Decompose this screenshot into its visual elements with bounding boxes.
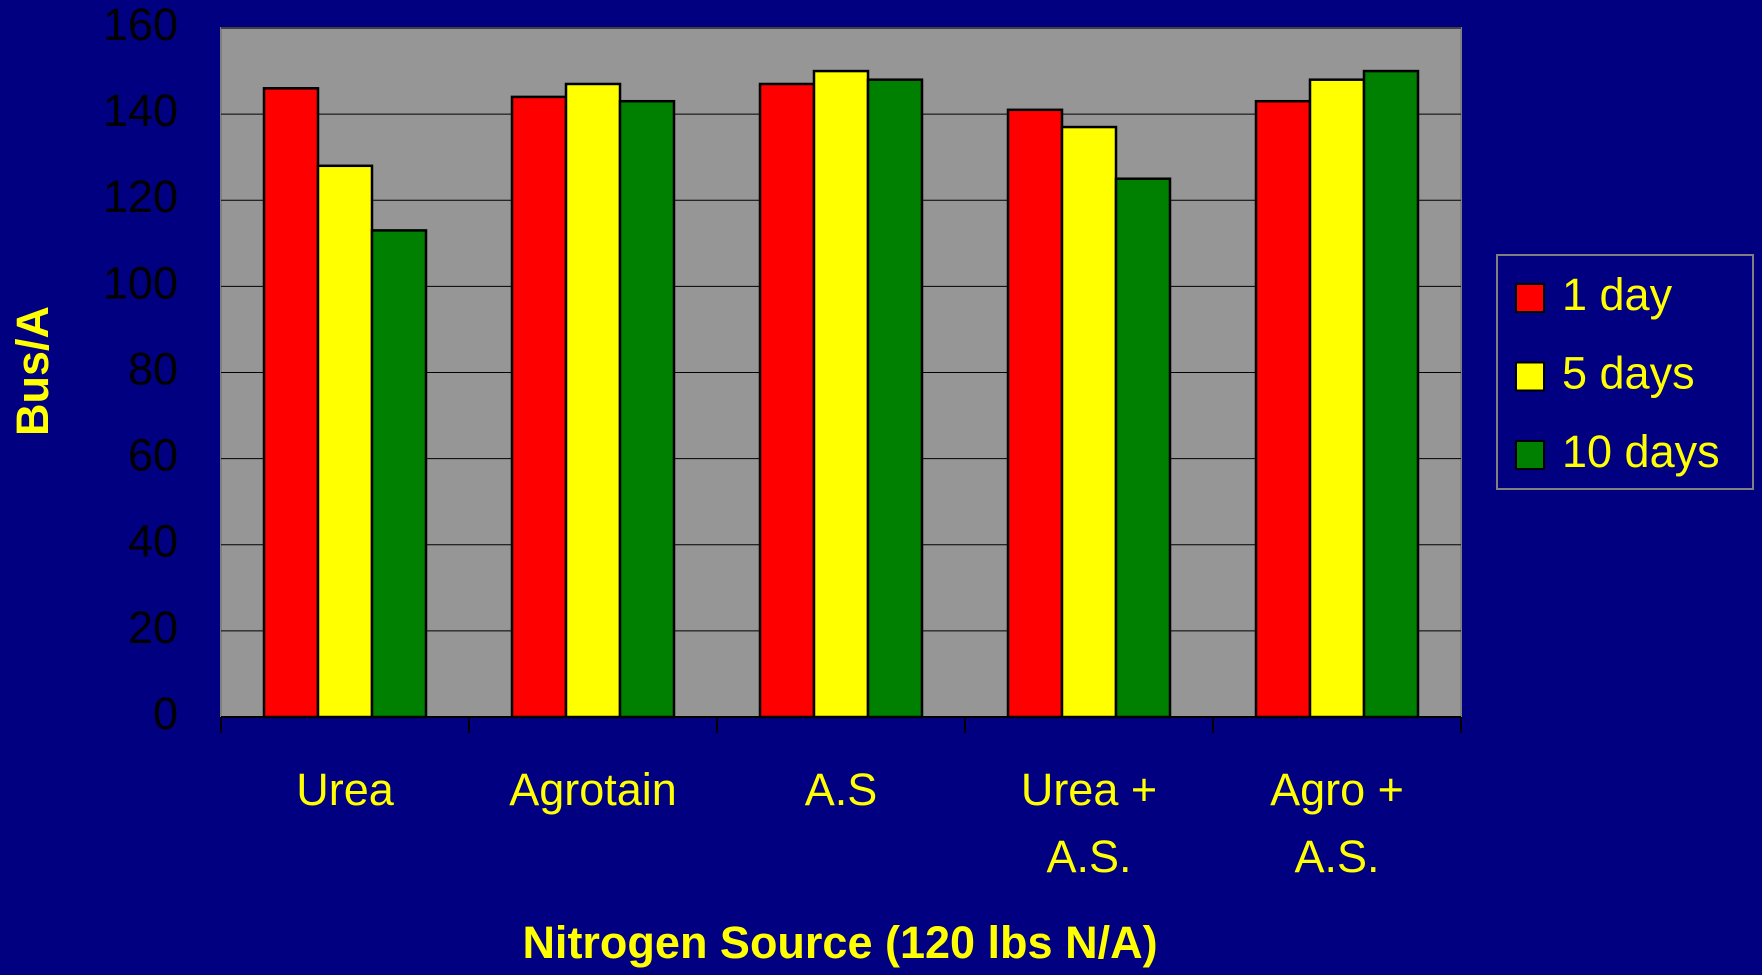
bar bbox=[1006, 108, 1064, 719]
bar bbox=[1114, 177, 1172, 719]
y-tick-label: 140 bbox=[103, 85, 178, 136]
bar bbox=[812, 69, 870, 719]
legend-label: 10 days bbox=[1562, 426, 1720, 477]
legend-swatch bbox=[1515, 283, 1545, 313]
bar bbox=[618, 99, 676, 719]
bar bbox=[316, 164, 374, 719]
bar bbox=[1308, 78, 1366, 719]
legend-swatch bbox=[1515, 440, 1545, 470]
bar bbox=[866, 78, 924, 719]
y-tick-label: 100 bbox=[103, 257, 178, 308]
y-tick-label: 60 bbox=[128, 430, 178, 481]
bar bbox=[1060, 125, 1118, 719]
x-tick-label: A.S bbox=[805, 764, 878, 815]
bar bbox=[262, 87, 320, 719]
bar bbox=[370, 229, 428, 719]
bar bbox=[1362, 69, 1420, 719]
x-axis-title: Nitrogen Source (120 lbs N/A) bbox=[522, 917, 1157, 968]
legend-label: 1 day bbox=[1562, 269, 1673, 320]
x-tick-label: Agrotain bbox=[509, 764, 677, 815]
y-tick-label: 20 bbox=[128, 602, 178, 653]
y-tick-label: 160 bbox=[103, 0, 178, 50]
legend-label: 5 days bbox=[1562, 347, 1695, 398]
y-tick-label: 40 bbox=[128, 516, 178, 567]
x-tick-label: Urea + A.S. bbox=[1021, 764, 1157, 882]
bar bbox=[510, 95, 568, 719]
bar bbox=[1254, 99, 1312, 719]
x-tick-label: Urea bbox=[296, 764, 395, 815]
y-tick-label: 120 bbox=[103, 171, 178, 222]
y-axis-title: Bus/A bbox=[7, 306, 58, 436]
x-tick-label: Agro + A.S. bbox=[1270, 764, 1404, 882]
bar bbox=[758, 82, 816, 719]
bar bbox=[564, 82, 622, 719]
y-tick-label: 80 bbox=[128, 343, 178, 394]
y-tick-label: 0 bbox=[153, 688, 178, 739]
legend-swatch bbox=[1515, 361, 1545, 392]
